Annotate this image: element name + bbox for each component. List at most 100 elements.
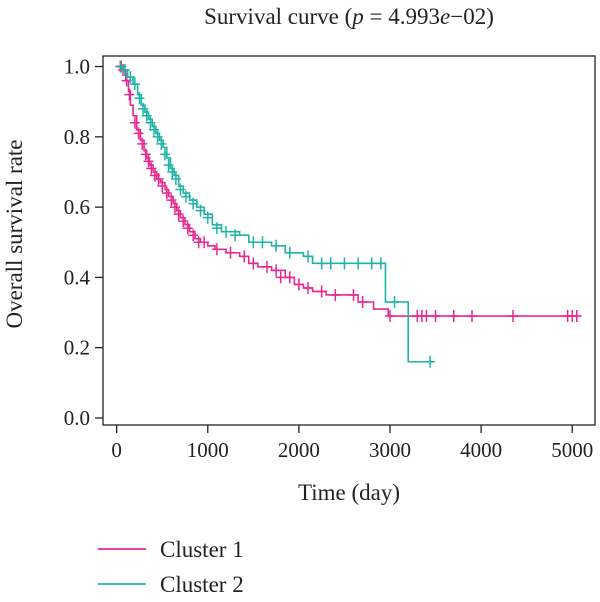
censor-mark — [303, 250, 313, 263]
censor-mark — [385, 310, 395, 323]
title-p-symbol: p — [350, 4, 364, 29]
censor-mark — [325, 257, 336, 270]
censor-mark — [169, 201, 180, 214]
x-axis-title: Time (day) — [298, 480, 400, 505]
x-tick-label: 2000 — [278, 438, 320, 462]
censor-mark — [353, 257, 364, 270]
legend-label: Cluster 1 — [160, 537, 244, 562]
censor-mark — [178, 215, 189, 228]
title-prefix: Survival curve ( — [204, 4, 352, 29]
censor-mark — [202, 211, 213, 224]
censor-mark — [248, 236, 259, 249]
censor-mark — [167, 165, 178, 178]
censor-mark — [430, 310, 441, 323]
y-tick-label: 0.6 — [64, 195, 90, 219]
censor-mark — [138, 102, 149, 115]
y-tick-label: 0.0 — [64, 406, 90, 430]
censor-mark — [170, 173, 181, 185]
censor-mark — [156, 137, 167, 150]
x-tick-label: 0 — [111, 438, 122, 462]
censor-mark — [348, 288, 359, 301]
x-tick-label: 3000 — [369, 438, 411, 462]
censor-mark — [248, 257, 259, 270]
censor-mark — [357, 296, 368, 308]
x-tick-label: 4000 — [460, 438, 502, 462]
y-tick-label: 0.4 — [64, 265, 91, 289]
series-1 — [115, 60, 582, 323]
censor-mark — [467, 310, 477, 323]
censor-mark — [421, 310, 432, 323]
series-2 — [116, 60, 436, 368]
censor-mark — [339, 257, 350, 270]
y-axis-title: Overall survival rate — [2, 139, 27, 328]
censor-mark — [146, 162, 157, 175]
censor-mark — [134, 92, 145, 105]
title-suffix: −02) — [450, 4, 494, 29]
censor-mark — [271, 264, 282, 277]
censor-mark — [508, 310, 518, 323]
censor-mark — [137, 137, 148, 150]
series-layer — [115, 60, 582, 368]
censor-mark — [145, 116, 156, 129]
censor-mark — [571, 310, 582, 323]
censor-mark — [124, 88, 135, 101]
censor-mark — [133, 127, 144, 140]
censor-mark — [316, 285, 327, 298]
censor-mark — [188, 197, 199, 210]
censor-mark — [448, 310, 459, 323]
title-e-symbol: e — [440, 4, 450, 29]
y-tick-label: 0.2 — [64, 336, 90, 360]
censor-mark — [141, 109, 152, 122]
censor-mark — [375, 257, 386, 270]
plot-area — [102, 55, 596, 426]
y-axis: 0.0 0.2 0.4 0.6 0.8 1.0 — [64, 55, 103, 430]
legend-label: Cluster 2 — [160, 572, 244, 597]
censor-mark — [425, 355, 436, 368]
censor-mark — [188, 229, 199, 242]
censor-mark — [173, 208, 184, 221]
censor-mark — [159, 148, 170, 161]
censor-mark — [330, 288, 341, 301]
censor-mark — [271, 239, 282, 252]
censor-mark — [161, 187, 172, 200]
censor-mark — [316, 257, 327, 270]
censor-mark — [152, 130, 163, 143]
censor-mark — [366, 257, 377, 270]
title-equals: = 4.993 — [364, 4, 440, 29]
censor-mark — [221, 225, 231, 238]
censor-mark — [182, 222, 193, 235]
y-tick-label: 1.0 — [64, 55, 90, 79]
censor-mark — [262, 260, 272, 273]
censor-mark — [303, 281, 313, 294]
censor-mark — [257, 236, 268, 249]
censor-mark — [199, 236, 210, 249]
censor-mark — [284, 271, 295, 284]
censor-mark — [125, 71, 136, 84]
censor-mark — [239, 250, 250, 263]
series-line — [116, 65, 431, 363]
censor-mark — [119, 64, 130, 77]
censor-mark — [389, 296, 400, 308]
censor-mark — [129, 116, 140, 129]
censor-mark — [225, 246, 236, 259]
censor-mark — [211, 222, 222, 235]
censor-mark — [140, 148, 151, 161]
censor-mark — [275, 271, 286, 284]
censor-mark — [143, 155, 154, 168]
censor-mark — [166, 194, 177, 207]
y-tick-label: 0.8 — [64, 125, 90, 149]
x-axis: 0 1000 2000 3000 4000 5000 — [111, 425, 593, 462]
censor-mark — [195, 204, 206, 217]
censor-mark — [180, 190, 191, 203]
censor-mark — [149, 123, 160, 136]
censor-mark — [293, 278, 304, 291]
censor-mark — [129, 78, 140, 91]
censor-mark — [163, 158, 174, 171]
censor-mark — [175, 183, 186, 196]
censor-mark — [284, 246, 295, 259]
chart-title: Survival curve (p = 4.993e−02) — [204, 4, 494, 29]
censor-mark — [230, 229, 241, 242]
plot-border — [102, 55, 596, 426]
legend: Cluster 1 Cluster 2 — [98, 537, 244, 597]
